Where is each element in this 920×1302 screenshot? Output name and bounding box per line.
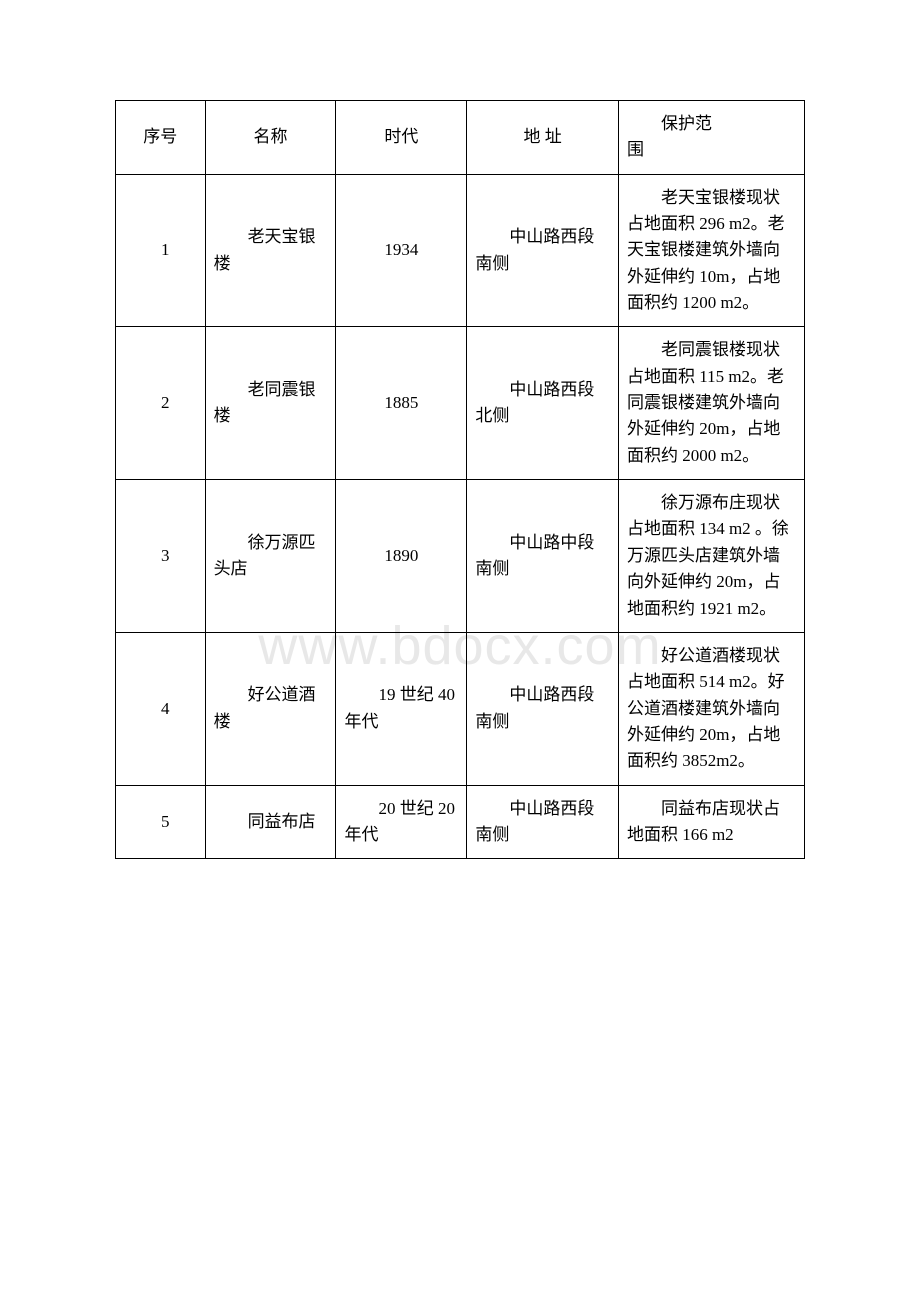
cell-name: 老同震银楼: [205, 327, 336, 480]
cell-era: 1885: [336, 327, 467, 480]
header-seq: 序号: [116, 101, 206, 175]
cell-address: 中山路西段北侧: [467, 327, 619, 480]
header-scope: 保护范 围: [618, 101, 804, 175]
header-address: 地 址: [467, 101, 619, 175]
cell-address: 中山路西段南侧: [467, 785, 619, 859]
cell-scope: 好公道酒楼现状占地面积 514 m2。好公道酒楼建筑外墙向外延伸约 20m，占地…: [618, 632, 804, 785]
cell-scope: 老天宝银楼现状占地面积 296 m2。老天宝银楼建筑外墙向外延伸约 10m，占地…: [618, 174, 804, 327]
cell-scope: 徐万源布庄现状占地面积 134 m2 。徐万源匹头店建筑外墙向外延伸约 20m，…: [618, 480, 804, 633]
cell-seq: 1: [116, 174, 206, 327]
cell-era: 1890: [336, 480, 467, 633]
cell-scope: 老同震银楼现状占地面积 115 m2。老同震银楼建筑外墙向外延伸约 20m，占地…: [618, 327, 804, 480]
cell-era: 20 世纪 20 年代: [336, 785, 467, 859]
cell-name: 同益布店: [205, 785, 336, 859]
table-row: 4 好公道酒楼 19 世纪 40 年代 中山路西段南侧 好公道酒楼现状占地面积 …: [116, 632, 805, 785]
table-row: 1 老天宝银楼 1934 中山路西段南侧 老天宝银楼现状占地面积 296 m2。…: [116, 174, 805, 327]
table-row: 5 同益布店 20 世纪 20 年代 中山路西段南侧 同益布店现状占地面积 16…: [116, 785, 805, 859]
heritage-table: 序号 名称 时代 地 址 保护范 围 1 老天宝银楼 1934 中山路西段南侧 …: [115, 100, 805, 859]
cell-address: 中山路中段南侧: [467, 480, 619, 633]
cell-era: 1934: [336, 174, 467, 327]
cell-name: 老天宝银楼: [205, 174, 336, 327]
cell-scope: 同益布店现状占地面积 166 m2: [618, 785, 804, 859]
cell-era: 19 世纪 40 年代: [336, 632, 467, 785]
table-row: 3 徐万源匹头店 1890 中山路中段南侧 徐万源布庄现状占地面积 134 m2…: [116, 480, 805, 633]
cell-seq: 5: [116, 785, 206, 859]
cell-seq: 2: [116, 327, 206, 480]
cell-seq: 3: [116, 480, 206, 633]
cell-seq: 4: [116, 632, 206, 785]
table-header-row: 序号 名称 时代 地 址 保护范 围: [116, 101, 805, 175]
cell-address: 中山路西段南侧: [467, 174, 619, 327]
table-row: 2 老同震银楼 1885 中山路西段北侧 老同震银楼现状占地面积 115 m2。…: [116, 327, 805, 480]
cell-name: 徐万源匹头店: [205, 480, 336, 633]
header-era: 时代: [336, 101, 467, 175]
cell-address: 中山路西段南侧: [467, 632, 619, 785]
header-name: 名称: [205, 101, 336, 175]
cell-name: 好公道酒楼: [205, 632, 336, 785]
